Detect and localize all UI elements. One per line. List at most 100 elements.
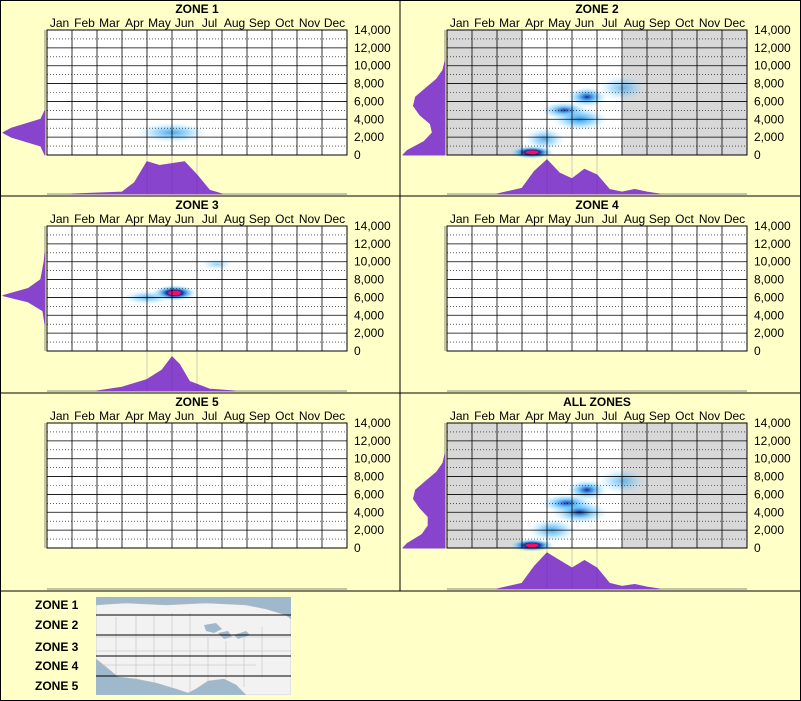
month-label: Oct [675,16,694,30]
month-label: Nov [699,212,720,226]
month-label: Jul [602,16,617,30]
inactive-month-band [697,30,722,155]
y-tick-label: 6,000 [354,290,384,304]
month-label: Sep [649,16,671,30]
month-label: May [548,409,571,423]
inactive-month-band [722,30,747,155]
y-tick-label: 8,000 [354,470,384,484]
month-label: Oct [275,409,294,423]
month-label: Aug [624,16,645,30]
y-tick-label: 10,000 [754,59,791,73]
month-label: Aug [224,16,245,30]
month-label: Jan [50,212,69,226]
panel-6: ALL ZONES Jan Feb Mar Apr May Jun Jul Aug Sep Oct N… [402,395,791,590]
legend-zone-2: ZONE 2 [35,618,79,632]
month-label: Jun [575,212,594,226]
month-label: Jul [202,409,217,423]
month-label: Sep [649,409,671,423]
panel-title: ZONE 5 [175,395,219,409]
month-label: Jul [202,212,217,226]
panel-title: ZONE 2 [575,2,619,16]
y-tick-label: 4,000 [754,112,784,126]
y-tick-label: 8,000 [754,470,784,484]
month-label: Nov [699,16,720,30]
plot-frame [446,225,748,352]
inactive-month-band [497,423,522,548]
month-label: Aug [224,212,245,226]
month-label: Sep [249,409,271,423]
month-label: Dec [724,16,745,30]
y-tick-label: 14,000 [354,23,391,37]
month-label: Jun [575,409,594,423]
month-label: Mar [99,212,120,226]
y-tick-label: 8,000 [354,77,384,91]
inactive-month-band [697,423,722,548]
month-label: Jan [50,409,69,423]
month-label: Apr [525,16,544,30]
month-label: Dec [724,212,745,226]
panel-2: ZONE 2 Jan Feb Mar Apr May Jun Jul Aug Sep Oct Nov D… [402,2,791,195]
plot-frame [46,422,348,549]
month-label: Jan [50,16,69,30]
month-label: Jun [175,16,194,30]
month-label: Sep [249,212,271,226]
y-tick-label: 12,000 [754,237,791,251]
y-tick-label: 2,000 [754,130,784,144]
y-tick-label: 14,000 [354,416,391,430]
month-label: Dec [324,409,345,423]
month-label: Dec [724,409,745,423]
heat-blob [510,538,554,552]
month-label: Oct [275,212,294,226]
y-tick-label: 2,000 [354,326,384,340]
month-label: Aug [224,409,245,423]
y-tick-label: 14,000 [754,219,791,233]
inactive-month-band [472,30,497,155]
y-tick-label: 0 [354,148,361,162]
legend-zone-1: ZONE 1 [35,598,79,612]
month-label: Jan [450,212,469,226]
month-label: Sep [249,16,271,30]
month-label: Apr [125,212,144,226]
y-tick-label: 8,000 [354,273,384,287]
month-label: Nov [299,16,320,30]
month-label: Feb [474,409,495,423]
y-tick-label: 10,000 [354,452,391,466]
month-label: Nov [299,409,320,423]
y-tick-label: 12,000 [754,434,791,448]
y-tick-label: 2,000 [354,523,384,537]
heat-blob [524,127,565,151]
panel-5: ZONE 5 Jan Feb Mar Apr May Jun Jul Aug Sep Oct Nov D… [44,395,391,590]
inactive-month-band [647,30,672,155]
y-tick-label: 0 [754,344,761,358]
month-label: Jun [175,212,194,226]
month-label: Feb [474,16,495,30]
panel-title: ALL ZONES [563,395,631,409]
y-tick-label: 10,000 [354,255,391,269]
y-tick-label: 0 [354,541,361,555]
y-tick-label: 6,000 [754,290,784,304]
month-label: Jun [575,16,594,30]
month-label: May [148,16,171,30]
month-label: Apr [125,409,144,423]
y-tick-label: 8,000 [754,273,784,287]
y-tick-label: 10,000 [754,452,791,466]
month-label: Jul [202,16,217,30]
y-tick-label: 14,000 [754,416,791,430]
legend-zone-3: ZONE 3 [35,640,79,654]
y-tick-label: 14,000 [754,23,791,37]
y-tick-label: 6,000 [354,94,384,108]
y-tick-label: 12,000 [354,41,391,55]
month-label: Sep [649,212,671,226]
y-tick-label: 2,000 [754,523,784,537]
month-label: Mar [499,16,520,30]
month-label: Dec [324,16,345,30]
y-tick-label: 10,000 [754,255,791,269]
month-label: Mar [99,16,120,30]
month-label: Aug [624,212,645,226]
month-label: Apr [525,212,544,226]
month-label: Feb [74,212,95,226]
y-tick-label: 4,000 [354,112,384,126]
inactive-month-band [647,423,672,548]
y-tick-label: 12,000 [354,434,391,448]
month-label: May [148,409,171,423]
